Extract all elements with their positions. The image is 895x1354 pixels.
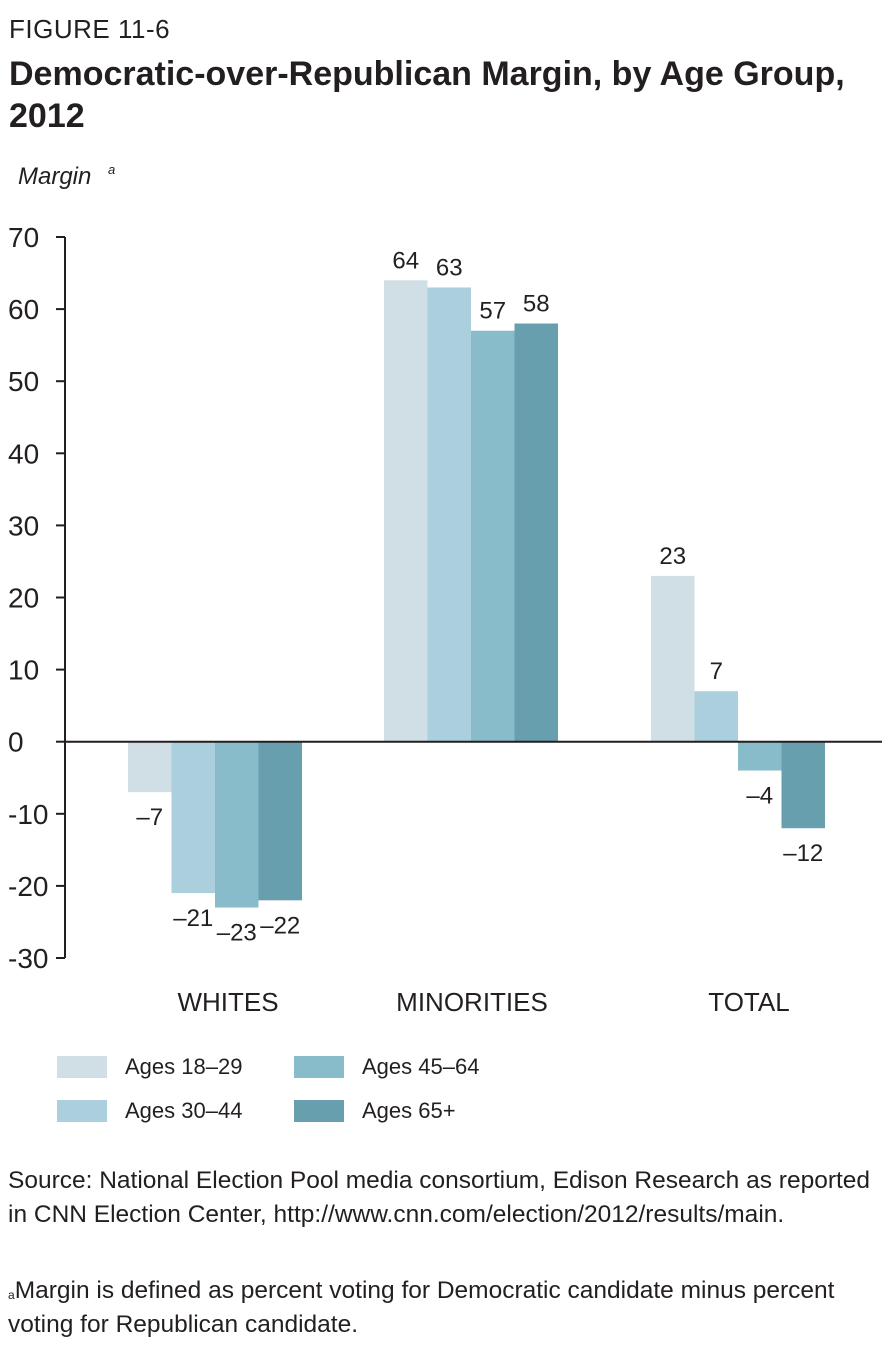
data-label: –4 <box>746 783 773 810</box>
category-label-total: TOTAL <box>708 987 789 1017</box>
footnote-marker: a <box>8 1288 15 1302</box>
legend-label-18-29: Ages 18–29 <box>125 1054 243 1079</box>
bar-total-s1 <box>694 691 738 742</box>
figure-label: FIGURE 11-6 <box>9 14 171 44</box>
footnote: aMargin is defined as percent voting for… <box>8 1274 888 1342</box>
data-label: –23 <box>217 920 257 947</box>
bar-minorities-s2 <box>471 330 515 742</box>
y-tick-label: -10 <box>8 799 48 830</box>
legend-label-45-64: Ages 45–64 <box>362 1054 480 1079</box>
y-tick-label: 0 <box>8 727 24 758</box>
data-label: 7 <box>710 658 723 685</box>
bar-minorities-s1 <box>427 287 471 742</box>
legend-swatch-30-44 <box>57 1100 107 1122</box>
y-tick-label: 60 <box>8 294 39 325</box>
y-tick-label: -30 <box>8 943 48 974</box>
data-label: 23 <box>659 543 686 570</box>
y-tick-label: 30 <box>8 510 39 541</box>
data-label: –21 <box>173 905 213 932</box>
category-label-minorities: MINORITIES <box>396 987 548 1017</box>
bar-total-s3 <box>781 741 825 829</box>
data-label: –12 <box>783 840 823 867</box>
bars <box>128 280 825 908</box>
legend-swatch-45-64 <box>294 1056 344 1078</box>
y-tick-label: 20 <box>8 583 39 614</box>
legend-label-65-plus: Ages 65+ <box>362 1098 456 1123</box>
figure-title: Democratic-over-Republican Margin, by Ag… <box>9 55 845 135</box>
bar-whites-s3 <box>258 741 302 901</box>
bar-whites-s0 <box>128 741 172 793</box>
data-label: 64 <box>392 247 419 274</box>
legend-swatch-18-29 <box>57 1056 107 1078</box>
bar-total-s0 <box>651 575 695 742</box>
data-label: 57 <box>479 298 506 325</box>
data-label: –22 <box>260 912 300 939</box>
legend-item-65-plus: Ages 65+ <box>294 1098 456 1124</box>
bar-total-s2 <box>738 741 782 771</box>
bar-minorities-s3 <box>514 323 558 742</box>
data-labels: –7 –21–23 –22 64 63 57 58 23 7 –4 –12 <box>136 247 823 946</box>
legend-item-45-64: Ages 45–64 <box>294 1054 479 1080</box>
legend-item-30-44: Ages 30–44 <box>57 1098 242 1124</box>
y-tick-label: 40 <box>8 438 39 469</box>
legend-item-18-29: Ages 18–29 <box>57 1054 242 1080</box>
legend-label-30-44: Ages 30–44 <box>125 1098 243 1123</box>
bar-minorities-s0 <box>384 280 428 742</box>
data-label: –7 <box>136 804 163 831</box>
source-note: Source: National Election Pool media con… <box>8 1167 871 1228</box>
category-labels: WHITES MINORITIES TOTAL <box>177 987 789 1017</box>
bar-whites-s1 <box>171 741 215 894</box>
footnote-text: Margin is defined as percent voting for … <box>8 1277 835 1338</box>
data-label: 58 <box>523 291 550 318</box>
bar-whites-s2 <box>215 741 259 908</box>
y-tick-label: 70 <box>8 222 39 253</box>
y-tick-label: -20 <box>8 871 48 902</box>
y-axis-label-footnote-marker: a <box>108 162 115 177</box>
legend-swatch-65-plus <box>294 1100 344 1122</box>
y-tick-label: 50 <box>8 366 39 397</box>
y-tick-label: 10 <box>8 655 39 686</box>
y-axis-ticks: 70 60 50 40 30 20 10 0 -10 -20 -30 <box>8 222 65 974</box>
data-label: 63 <box>436 254 463 281</box>
category-label-whites: WHITES <box>177 987 278 1017</box>
y-axis-label: Margin <box>18 163 91 190</box>
